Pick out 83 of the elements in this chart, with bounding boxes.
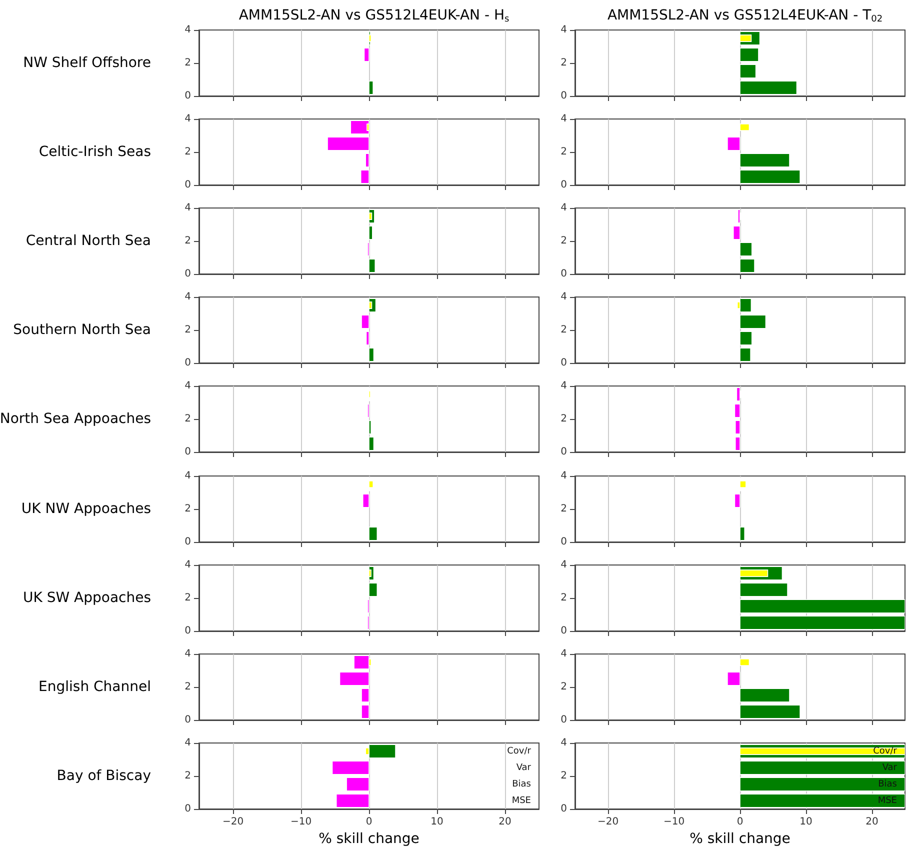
y-tick-label: 2 <box>560 681 567 692</box>
x-tick-label: 10 <box>430 816 444 828</box>
x-tick-label: −10 <box>290 816 312 828</box>
annotation: Bias <box>512 779 532 790</box>
y-tick-label: 2 <box>560 503 567 514</box>
y-tick-label: 4 <box>184 648 191 660</box>
y-tick-label: 4 <box>184 380 191 392</box>
annotation: Bias <box>878 779 898 790</box>
x-tick-label: −20 <box>597 816 619 828</box>
y-tick-label: 4 <box>184 470 191 481</box>
x-tick-label: 10 <box>800 816 812 828</box>
y-axis-title: UK SW Appoaches <box>22 590 151 606</box>
x-tick-label: 20 <box>498 816 512 828</box>
y-axis-title: Central North Sea <box>26 233 151 250</box>
y-tick-label: 4 <box>560 292 567 303</box>
y-tick-label: 4 <box>560 737 567 748</box>
y-tick-label: 4 <box>560 24 567 36</box>
y-tick-label: 0 <box>184 268 191 280</box>
y-axis-title: UK NW Appoaches <box>21 500 151 516</box>
y-tick-label: 0 <box>184 803 191 814</box>
y-tick-label: 4 <box>184 114 191 125</box>
y-tick-label: 0 <box>184 625 191 636</box>
y-tick-label: 0 <box>184 90 191 102</box>
y-tick-label: 0 <box>560 180 567 191</box>
y-tick-label: 2 <box>560 236 567 247</box>
x-tick-label: 0 <box>366 816 372 828</box>
y-axis-title: Celtic-Irish Seas <box>38 144 151 160</box>
x-tick-label: 20 <box>866 816 878 828</box>
y-tick-label: 4 <box>560 202 567 214</box>
y-axis-title: Southern North Sea <box>13 322 151 338</box>
y-tick-label: 0 <box>184 446 191 458</box>
y-tick-label: 4 <box>560 380 567 392</box>
y-tick-label: 4 <box>184 292 191 303</box>
annotation: MSE <box>512 796 532 806</box>
y-tick-label: 4 <box>560 470 567 481</box>
y-tick-label: 2 <box>184 503 191 514</box>
y-tick-label: 2 <box>184 681 191 692</box>
y-tick-label: 0 <box>560 268 567 280</box>
annotation: Var <box>882 762 898 773</box>
y-tick-label: 2 <box>184 592 191 604</box>
annotation: Cov/r <box>507 746 532 756</box>
y-tick-label: 4 <box>560 114 567 125</box>
y-axis-title: North Sea Appoaches <box>0 411 151 428</box>
x-tick-label: −10 <box>663 816 685 828</box>
y-tick-label: 4 <box>560 648 567 660</box>
y-tick-label: 4 <box>184 559 191 570</box>
y-tick-label: 0 <box>560 358 567 369</box>
y-tick-label: 2 <box>184 770 191 782</box>
y-tick-label: 2 <box>560 146 567 158</box>
y-tick-label: 2 <box>184 414 191 425</box>
y-tick-label: 4 <box>184 202 191 214</box>
y-axis-title: Bay of Biscay <box>56 768 151 784</box>
y-tick-label: 2 <box>560 324 567 336</box>
y-tick-label: 0 <box>184 358 191 369</box>
y-tick-label: 2 <box>560 770 567 782</box>
y-tick-label: 0 <box>184 714 191 726</box>
y-tick-label: 2 <box>184 146 191 158</box>
y-tick-label: 0 <box>560 536 567 547</box>
y-tick-label: 0 <box>560 625 567 636</box>
y-tick-label: 2 <box>184 58 191 68</box>
y-tick-label: 0 <box>560 803 567 814</box>
x-tick-label: −20 <box>222 816 244 828</box>
y-tick-label: 2 <box>184 324 191 336</box>
y-tick-label: 0 <box>560 446 567 458</box>
y-axis-title: English Channel <box>38 678 151 695</box>
y-tick-label: 4 <box>184 24 191 36</box>
y-axis-title: NW Shelf Offshore <box>23 55 151 71</box>
annotation: Var <box>516 762 532 773</box>
x-axis-title: % skill change <box>690 830 790 847</box>
x-tick-label: 0 <box>736 816 744 828</box>
y-tick-label: 4 <box>560 559 567 570</box>
y-tick-label: 0 <box>560 90 567 102</box>
y-tick-label: 2 <box>560 592 567 604</box>
y-tick-label: 0 <box>560 714 567 726</box>
y-tick-label: 0 <box>184 536 191 547</box>
y-tick-label: 4 <box>184 737 191 748</box>
y-tick-label: 2 <box>184 236 191 247</box>
x-axis-title: % skill change <box>318 830 420 847</box>
y-tick-label: 2 <box>560 414 567 425</box>
y-tick-label: 2 <box>560 58 567 68</box>
annotation: Cov/r <box>873 746 898 756</box>
annotation: MSE <box>878 796 898 806</box>
y-tick-label: 0 <box>184 180 191 191</box>
